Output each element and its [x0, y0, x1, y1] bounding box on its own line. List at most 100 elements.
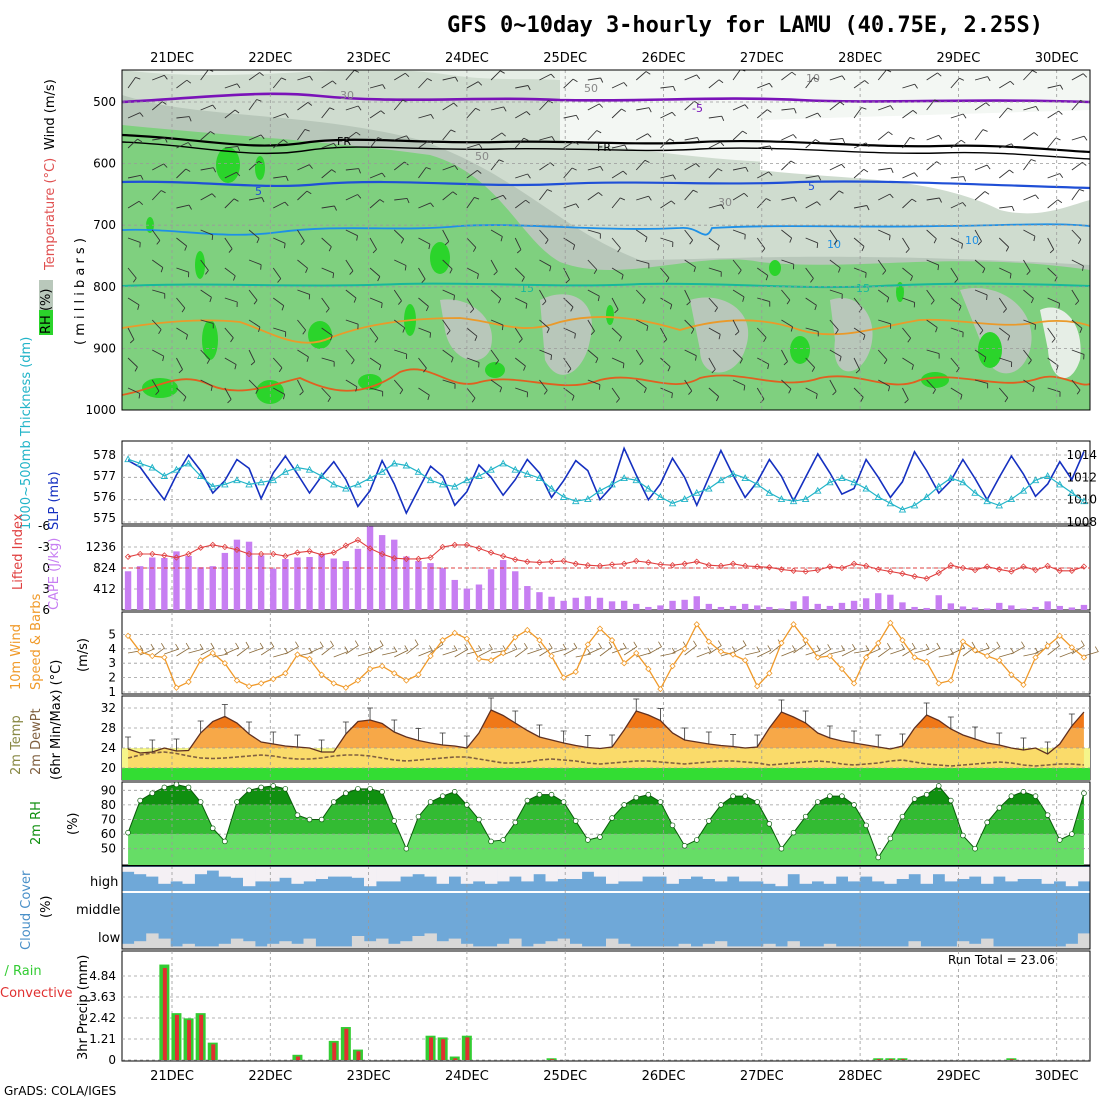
upper-wind-barb	[635, 229, 648, 243]
temp-minmax-whisker	[657, 708, 664, 721]
upper-wind-barb	[756, 267, 769, 281]
temp-minmax-whisker	[705, 731, 712, 744]
temp-minmax-whisker	[1068, 713, 1075, 726]
thickness-point	[305, 465, 314, 473]
cloud-low-bar	[678, 943, 691, 949]
wind10-speed-point	[209, 649, 216, 657]
upper-wind-barb	[394, 135, 410, 141]
lifted-index-point	[270, 550, 277, 558]
thickness-point	[438, 480, 447, 488]
upper-wind-barb	[514, 327, 523, 343]
cape-bar	[463, 588, 471, 610]
rh2m-point	[524, 797, 531, 804]
upper-wind-barb	[176, 387, 187, 402]
upper-wind-barb	[950, 387, 963, 400]
lifted-index-point	[342, 542, 350, 549]
upper-wind-barb	[926, 379, 936, 395]
rh2m-point	[778, 845, 785, 852]
thickness-point	[1031, 476, 1040, 484]
wind10-speed-point	[645, 665, 652, 673]
upper-wind-barb	[514, 199, 530, 209]
wind10-speed-point	[282, 670, 289, 677]
upper-wind-barb	[732, 229, 746, 240]
upper-wind-barb	[853, 297, 863, 313]
lifted-index-point	[403, 555, 410, 563]
bottom-date-label: 27DEC	[740, 1069, 784, 1084]
upper-wind-barb	[321, 387, 331, 403]
rh2m-point	[270, 783, 277, 789]
lifted-index-point	[282, 552, 289, 560]
upper-wind-barb	[393, 379, 404, 395]
cloud-low-bar	[255, 946, 268, 949]
ylabel-rh: RH (%)	[39, 289, 54, 334]
upper-wind-barb	[902, 297, 916, 308]
upper-wind-barb	[732, 166, 749, 172]
upper-wind-barb	[248, 289, 258, 305]
temp-minmax-whisker	[851, 730, 858, 743]
cape-bar	[1044, 601, 1051, 610]
thickness-point	[656, 493, 665, 500]
wind10-speed-point	[318, 671, 325, 678]
wind10-barb	[454, 644, 469, 658]
upper-wind-barb	[660, 297, 673, 310]
upper-wind-barb	[611, 108, 626, 119]
cape-bar	[1068, 607, 1076, 610]
thickness-point	[910, 501, 919, 509]
lifted-index-point	[1044, 562, 1051, 570]
temp-minmax-whisker	[439, 732, 446, 745]
wind10-speed-point	[947, 677, 955, 684]
temp-minmax-whisker	[826, 725, 833, 738]
cloud-high-bar	[376, 867, 389, 882]
upper-wind-barb	[902, 83, 918, 89]
thickness-tick-label: 575	[93, 511, 116, 525]
upper-wind-barb	[999, 143, 1015, 149]
rh2m-point	[512, 819, 518, 826]
upper-wind-barb	[563, 203, 580, 209]
thickness-point	[196, 472, 205, 479]
cloud-high-bar	[1041, 867, 1054, 884]
upper-wind-barb	[636, 107, 652, 113]
lifted-index-point	[971, 566, 979, 574]
li-tick-label: 0	[42, 561, 50, 575]
upper-wind-barb	[1071, 289, 1080, 306]
upper-wind-barb	[829, 190, 844, 201]
upper-wind-barb	[369, 199, 385, 209]
wind10-speed-point	[173, 684, 180, 691]
thickness-point	[826, 478, 834, 486]
upper-wind-barb	[442, 379, 456, 389]
thickness-point	[1043, 472, 1052, 479]
lifted-index-point	[524, 558, 531, 565]
wind10-barb	[224, 642, 240, 655]
wind10-barb	[878, 642, 891, 658]
upper-wind-barb	[514, 137, 529, 149]
wind10-barb	[1023, 647, 1039, 657]
wind10-speed-point	[1032, 654, 1039, 661]
ylabel-precip-a: Total / Rain	[0, 964, 42, 979]
cloud-high-bar	[146, 867, 159, 877]
wind10-barb	[805, 645, 821, 656]
precip-convective-bar	[888, 1059, 893, 1060]
upper-wind-barb	[442, 229, 450, 246]
precip-convective-bar	[441, 1039, 446, 1060]
rh2m-point	[367, 786, 373, 792]
rh2m-point	[282, 786, 289, 792]
upper-wind-barb	[321, 169, 337, 179]
upper-ytick-label: 800	[93, 280, 116, 294]
upper-wind-barb	[999, 267, 1012, 279]
cape-bar	[875, 593, 882, 610]
upper-wind-barb	[829, 75, 846, 81]
upper-wind-barb	[418, 202, 434, 209]
upper-wind-barb	[127, 297, 140, 310]
upper-wind-barb	[926, 197, 942, 203]
temp-minmax-whisker	[149, 739, 156, 752]
cape-bar	[318, 553, 325, 610]
cape-bar	[657, 605, 664, 610]
rh2m-point	[137, 797, 143, 804]
upper-wind-barb	[321, 267, 335, 279]
upper-wind-barb	[176, 237, 188, 251]
upper-wind-barb	[563, 114, 580, 120]
upper-wind-barb	[587, 192, 603, 201]
upper-wind-barb	[926, 72, 942, 81]
upper-wind-barb	[660, 85, 676, 92]
cloud-high-bar	[206, 867, 220, 871]
